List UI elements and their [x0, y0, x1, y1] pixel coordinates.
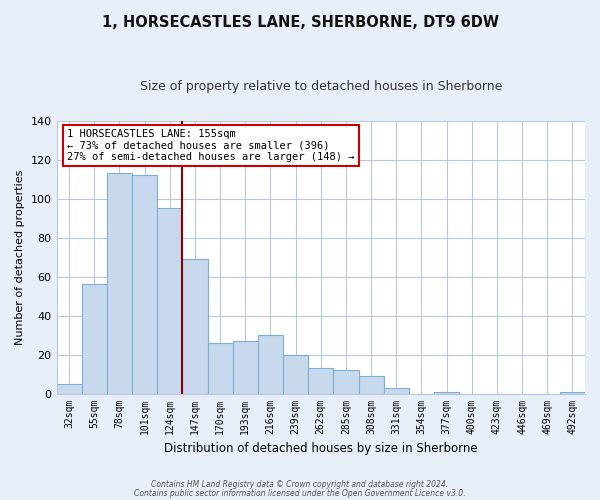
Bar [258, 335, 283, 394]
Bar [182, 259, 208, 394]
Bar [107, 173, 132, 394]
Bar [56, 384, 82, 394]
Bar [208, 343, 233, 394]
Bar [233, 341, 258, 394]
Text: Contains public sector information licensed under the Open Government Licence v3: Contains public sector information licen… [134, 488, 466, 498]
Bar [560, 392, 585, 394]
Y-axis label: Number of detached properties: Number of detached properties [15, 170, 25, 344]
Text: Contains HM Land Registry data © Crown copyright and database right 2024.: Contains HM Land Registry data © Crown c… [151, 480, 449, 489]
X-axis label: Distribution of detached houses by size in Sherborne: Distribution of detached houses by size … [164, 442, 478, 455]
Bar [157, 208, 182, 394]
Bar [359, 376, 383, 394]
Bar [308, 368, 334, 394]
Bar [82, 284, 107, 394]
Bar [283, 354, 308, 394]
Bar [383, 388, 409, 394]
Bar [132, 175, 157, 394]
Text: 1, HORSECASTLES LANE, SHERBORNE, DT9 6DW: 1, HORSECASTLES LANE, SHERBORNE, DT9 6DW [101, 15, 499, 30]
Bar [334, 370, 359, 394]
Text: 1 HORSECASTLES LANE: 155sqm
← 73% of detached houses are smaller (396)
27% of se: 1 HORSECASTLES LANE: 155sqm ← 73% of det… [67, 128, 355, 162]
Bar [434, 392, 459, 394]
Title: Size of property relative to detached houses in Sherborne: Size of property relative to detached ho… [140, 80, 502, 93]
